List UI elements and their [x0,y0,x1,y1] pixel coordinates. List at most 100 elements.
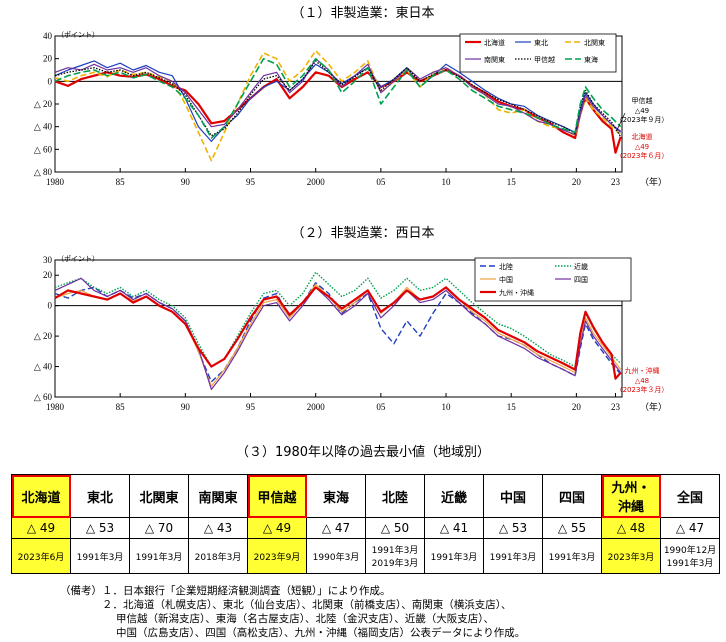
region-name: 中国 [499,490,526,506]
y-tick-label: △ 20 [34,331,53,341]
region-date: 2023年9月 [253,552,301,563]
legend-label: 北関東 [584,38,605,47]
region-date-line2: 2019年3月 [371,559,419,569]
x-tick-label: 90 [181,402,191,412]
notes: （備考）１．日本銀行「企業短期経済観測調査（短観）」により作成。 ２．北海道（札… [60,584,525,640]
region-name: 九州・ [611,481,651,496]
x-tick-label: 15 [507,177,517,187]
legend-label: 南関東 [484,55,505,64]
region-date-cell: 2023年9月 [247,538,307,574]
region-date-cell: 1991年3月 [129,538,189,574]
region-name: 甲信越 [257,490,297,506]
region-date-cell: 1990年3月 [306,538,366,574]
region-name-line2: 沖縄 [617,500,644,515]
region-date: 1991年3月 [489,552,537,563]
x-tick-label: 1980 [46,177,65,187]
region-date: 1991年3月 [548,552,596,563]
x-tick-label: 20 [572,177,582,187]
x-unit-label: （年） [640,176,667,187]
legend-label: 近畿 [574,262,588,271]
table-title: （３）1980年以降の過去最小値（地域別） [235,445,491,460]
region-date-cell: 2023年3月 [601,538,661,574]
x-tick-label: 05 [376,177,386,187]
series-line-北海道 [54,68,622,154]
region-min-cell: △ 70 [129,517,189,539]
y-tick-label: △ 80 [34,167,53,177]
note-2: ２．北海道（札幌支店）、東北（仙台支店）、北関東（前橋支店）、南関東（横浜支店）… [102,599,512,611]
y-tick-label: △ 40 [34,362,53,372]
region-name-cell: 北陸 [365,474,425,518]
region-date-cell: 1991年3月 [70,538,130,574]
region-min-cell: △ 53 [70,517,130,539]
x-tick-label: 2000 [307,177,326,187]
region-min-cell: △ 47 [306,517,366,539]
legend-label: 中国 [499,275,513,284]
region-name: 東北 [86,490,113,506]
x-tick-label: 20 [572,402,582,412]
legend-label: 東海 [584,55,598,64]
x-tick-label: 95 [246,402,256,412]
legend-label: 北海道 [484,38,505,47]
region-name: 北陸 [381,490,408,506]
region-date: 1991年3月 [430,552,478,563]
region-date-cell: 1991年3月 [483,538,543,574]
region-date-line2: 1991年3月 [666,559,714,569]
x-tick-label: 05 [376,402,386,412]
region-min-cell: △ 53 [483,517,543,539]
annotation-leader [616,112,626,131]
x-tick-label: 2000 [307,402,326,412]
region-name: 南関東 [198,490,238,506]
region-min-cell: △ 55 [542,517,602,539]
y-tick-label: △ 20 [34,99,53,109]
y-tick-label: △ 40 [34,122,53,132]
legend-box [474,257,632,302]
notes-label: （備考） [60,585,102,597]
note-1: １．日本銀行「企業短期経済観測調査（短観）」により作成。 [102,585,391,597]
x-tick-label: 23 [611,402,621,412]
y-tick-label: 40 [43,31,53,41]
region-name-cell: 近畿 [424,474,484,518]
chart1-title: （１）非製造業：東日本 [291,6,435,21]
legend-box [459,33,617,73]
y-axis-label: （ポイント） [57,31,99,39]
series-line-東海 [54,57,622,139]
region-min-cell: △ 49 [11,517,71,539]
region-name: 四国 [558,490,585,506]
x-unit-label: （年） [640,401,667,412]
series-line-甲信越 [54,60,622,138]
region-date-cell: 2018年3月 [188,538,248,574]
y-tick-label: 30 [43,255,53,265]
region-name-cell: 東北 [70,474,130,518]
region-name-cell: 南関東 [188,474,248,518]
x-tick-label: 95 [246,177,256,187]
y-tick-label: △ 60 [34,144,53,154]
region-name: 全国 [676,490,703,506]
region-date: 2023年6月 [17,552,65,563]
region-name: 東海 [322,490,349,506]
legend-label: 甲信越 [534,55,555,64]
min-values-table: 北海道 東北 北関東 南関東 甲信越 東海 北陸 近畿 中国 四国 九州・ 沖縄 全国 △ 49 △ 53… [11,474,720,574]
series-line-北関東 [54,49,622,162]
region-name-cell: 九州・ 沖縄 [601,474,661,518]
region-date: 2018年3月 [194,552,242,563]
annotation-label: 甲信越 [632,96,653,105]
note-4: 中国（広島支店）、四国（高松支店）、九州・沖縄（福岡支店）公表データにより作成。 [116,627,526,639]
annotation-label: 北海道 [632,132,653,141]
region-date-cell: 1991年3月 2019年3月 [365,538,425,574]
region-name: 北関東 [139,490,179,506]
x-tick-label: 1980 [46,402,65,412]
region-name-cell: 北海道 [11,474,71,518]
region-date: 1991年3月 [371,546,419,556]
region-min-cell: △ 41 [424,517,484,539]
region-date-cell: 1990年12月 1991年3月 [660,538,720,574]
region-date: 1990年3月 [312,552,360,563]
region-name-cell: 全国 [660,474,720,518]
annotation-date: （2023年６月） [616,151,669,160]
x-tick-label: 85 [116,402,126,412]
y-tick-label: 20 [43,270,53,280]
y-axis-label: （ポイント） [57,255,99,263]
annotation-date: （2023年９月） [616,115,669,124]
x-tick-label: 10 [442,402,452,412]
y-tick-label: △ 60 [34,392,53,402]
annotation-label: 九州・沖縄 [625,366,660,375]
